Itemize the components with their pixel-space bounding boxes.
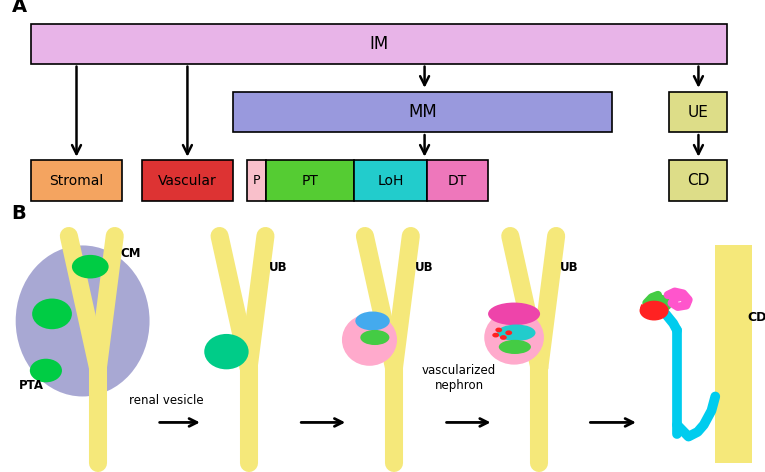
FancyBboxPatch shape: [233, 92, 612, 132]
Text: PT: PT: [301, 174, 319, 187]
Ellipse shape: [496, 328, 502, 332]
Ellipse shape: [497, 325, 536, 341]
Ellipse shape: [488, 303, 540, 325]
Ellipse shape: [204, 334, 249, 369]
Ellipse shape: [484, 311, 544, 365]
Text: P: P: [253, 174, 260, 187]
Ellipse shape: [500, 335, 506, 340]
Ellipse shape: [30, 359, 62, 382]
FancyBboxPatch shape: [427, 160, 488, 201]
Text: CM: CM: [121, 247, 142, 260]
Text: UB: UB: [560, 261, 578, 274]
Text: UE: UE: [688, 105, 708, 119]
Ellipse shape: [499, 340, 531, 354]
FancyBboxPatch shape: [715, 245, 752, 463]
Ellipse shape: [505, 330, 513, 335]
Ellipse shape: [32, 298, 72, 329]
Text: Vascular: Vascular: [158, 174, 216, 187]
FancyBboxPatch shape: [354, 160, 427, 201]
Ellipse shape: [355, 312, 389, 330]
FancyBboxPatch shape: [31, 24, 727, 64]
Text: UB: UB: [269, 261, 288, 274]
Text: CD: CD: [687, 173, 709, 188]
FancyBboxPatch shape: [669, 160, 727, 201]
FancyBboxPatch shape: [247, 160, 266, 201]
Ellipse shape: [640, 301, 669, 320]
Ellipse shape: [72, 255, 109, 278]
Text: UB: UB: [415, 261, 433, 274]
Text: Stromal: Stromal: [50, 174, 103, 187]
Text: PTA: PTA: [19, 379, 44, 392]
FancyBboxPatch shape: [669, 92, 727, 132]
Text: A: A: [11, 0, 27, 16]
Text: B: B: [11, 204, 26, 223]
FancyBboxPatch shape: [266, 160, 354, 201]
Ellipse shape: [16, 245, 149, 396]
Text: renal vesicle: renal vesicle: [129, 394, 203, 406]
Text: LoH: LoH: [377, 174, 404, 187]
Text: DT: DT: [448, 174, 467, 187]
FancyBboxPatch shape: [142, 160, 233, 201]
Text: IM: IM: [369, 34, 389, 53]
Text: CD: CD: [747, 311, 765, 324]
Text: vascularized
nephron: vascularized nephron: [422, 364, 496, 392]
Ellipse shape: [342, 314, 397, 366]
Ellipse shape: [360, 330, 389, 345]
FancyBboxPatch shape: [31, 160, 122, 201]
Text: MM: MM: [409, 103, 437, 121]
Ellipse shape: [493, 333, 499, 337]
